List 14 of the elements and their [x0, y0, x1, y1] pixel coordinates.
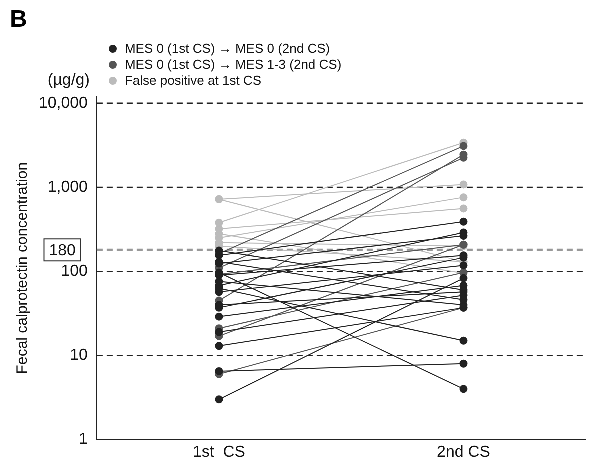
legend-label: False positive at 1st CS — [124, 72, 262, 89]
text: (µg/g) — [48, 72, 90, 90]
x-tick-label: 1st CS — [192, 444, 246, 461]
chart-title: B — [10, 6, 28, 34]
x-tick-label: 2nd CS — [437, 444, 490, 461]
y-tick-label: 10 — [70, 347, 88, 364]
y-tick-label: 1 — [79, 431, 88, 448]
ref-line-label: 180 — [49, 242, 76, 260]
legend-label: MES 0 (1st CS) → MES 1-3 (2nd CS) — [124, 56, 342, 73]
y-tick-label: 1,000 — [48, 178, 88, 196]
y-axis-title: Fecal calprotectin concentration — [14, 162, 32, 374]
y-tick-label: 100 — [61, 263, 88, 280]
legend-label: MES 0 (1st CS) → MES 0 (2nd CS) — [124, 40, 330, 57]
y-tick-label: 10,000 — [39, 94, 88, 112]
